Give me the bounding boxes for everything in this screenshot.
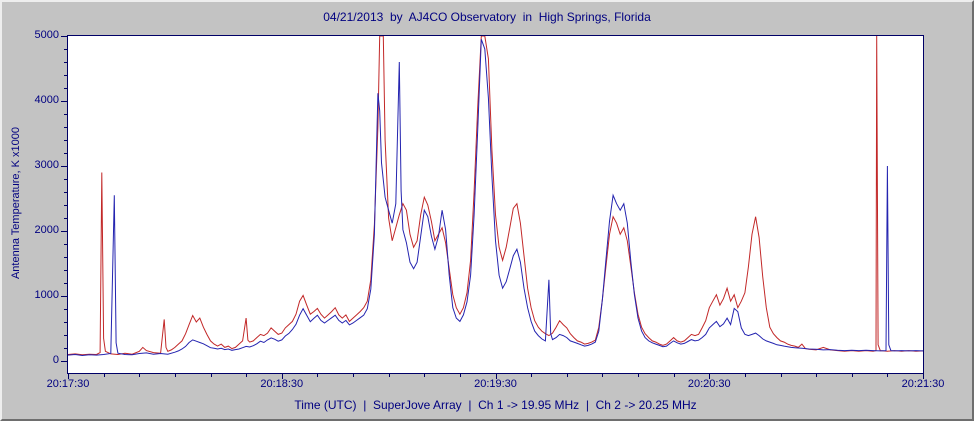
y-minor-tick [64, 127, 67, 128]
y-minor-tick [64, 88, 67, 89]
plot-area [67, 35, 924, 374]
x-tick-label: 20:21:30 [901, 378, 945, 390]
x-major-tick [68, 374, 69, 379]
x-minor-tick [602, 374, 604, 377]
x-minor-tick [388, 374, 390, 377]
x-minor-tick [566, 374, 568, 377]
x-minor-tick [317, 374, 319, 377]
x-minor-tick [744, 374, 746, 377]
y-tick-label: 0 [52, 354, 59, 366]
y-tick-label: 3000 [34, 159, 59, 171]
x-minor-tick [816, 374, 818, 377]
y-minor-tick [64, 179, 67, 180]
y-minor-tick [64, 75, 67, 76]
x-minor-tick [638, 374, 639, 377]
y-minor-tick [64, 192, 67, 193]
x-minor-tick [673, 374, 675, 377]
x-minor-tick [174, 374, 176, 377]
y-minor-tick [64, 322, 67, 323]
y-minor-tick [64, 270, 67, 271]
y-tick-label: 1000 [34, 289, 59, 301]
y-major-tick [61, 166, 67, 167]
x-tick-label: 20:18:30 [260, 378, 304, 390]
y-major-tick [61, 36, 67, 37]
x-major-tick [495, 374, 497, 379]
x-minor-tick [780, 374, 782, 377]
x-minor-tick [424, 374, 426, 377]
x-minor-tick [887, 374, 889, 377]
x-major-tick [709, 374, 711, 379]
x-minor-tick [531, 374, 533, 377]
y-axis-label: Antenna Temperature, K x1000 [10, 126, 22, 280]
series-line-ch1 [68, 36, 923, 356]
x-tick-label: 20:19:30 [474, 378, 517, 390]
chart-title: 04/21/2013 by AJ4CO Observatory in High … [323, 10, 651, 24]
x-tick-label: 20:17:30 [46, 378, 90, 390]
x-minor-tick [851, 374, 853, 377]
x-major-tick [923, 374, 924, 379]
y-minor-tick [64, 205, 67, 206]
series-line-ch2 [68, 39, 923, 357]
y-major-tick [61, 361, 67, 362]
y-minor-tick [64, 49, 67, 50]
y-minor-tick [64, 257, 67, 258]
y-minor-tick [64, 62, 67, 63]
y-minor-tick [64, 283, 67, 284]
x-minor-tick [246, 374, 248, 377]
x-minor-tick [210, 374, 212, 377]
y-minor-tick [64, 309, 67, 310]
y-major-tick [61, 296, 67, 297]
y-minor-tick [64, 348, 67, 349]
y-tick-label: 5000 [34, 29, 59, 41]
y-tick-label: 2000 [34, 224, 59, 236]
y-major-tick [61, 231, 67, 232]
x-major-tick [281, 374, 283, 379]
x-minor-tick [139, 374, 141, 377]
x-minor-tick [459, 374, 461, 377]
y-tick-label: 4000 [34, 94, 59, 106]
y-major-tick [61, 101, 67, 102]
y-minor-tick [64, 335, 67, 336]
y-minor-tick [64, 218, 67, 219]
y-minor-tick [64, 140, 67, 141]
plot-svg [68, 36, 923, 357]
x-minor-tick [353, 374, 354, 377]
y-minor-tick [64, 244, 67, 245]
x-axis-caption: Time (UTC) | SuperJove Array | Ch 1 -> 1… [294, 398, 697, 412]
x-tick-label: 20:20:30 [687, 378, 731, 390]
y-minor-tick [64, 114, 67, 115]
y-minor-tick [64, 153, 67, 154]
x-minor-tick [103, 374, 105, 377]
